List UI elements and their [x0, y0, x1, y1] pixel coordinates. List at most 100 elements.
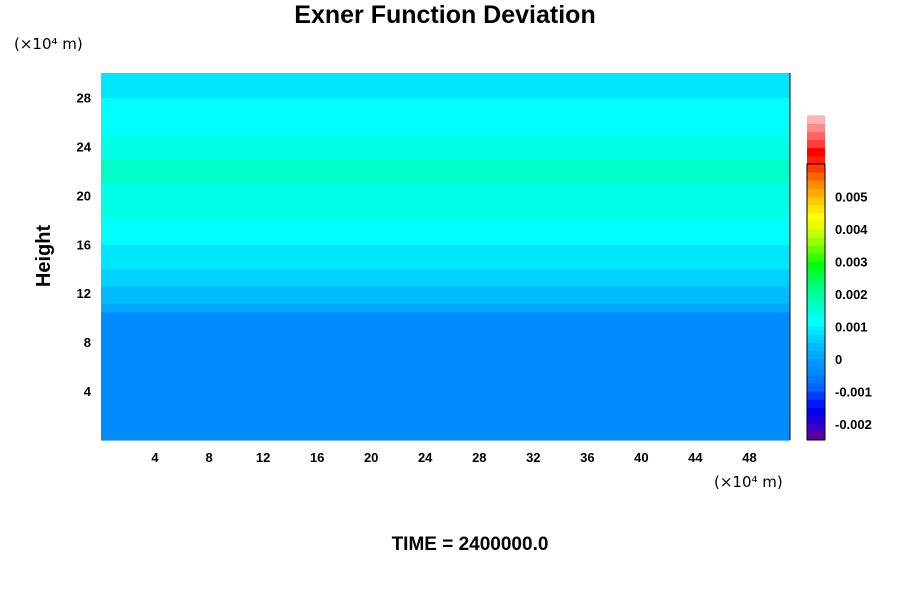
- field-band: [101, 285, 790, 294]
- field-band: [101, 170, 790, 184]
- colorbar-swatch: [807, 131, 825, 141]
- field-band: [101, 207, 790, 221]
- x-tick-label: 12: [256, 450, 270, 465]
- colorbar-swatch: [807, 147, 825, 157]
- colorbar-tick-label: 0: [835, 352, 842, 367]
- field-band: [101, 317, 790, 441]
- colorbar-swatch: [807, 237, 825, 246]
- colorbar-swatch: [807, 399, 825, 408]
- field-band: [101, 311, 790, 319]
- field-band: [101, 232, 790, 245]
- field-band: [101, 109, 790, 123]
- colorbar-swatch: [807, 245, 825, 254]
- colorbar-swatch: [807, 342, 825, 352]
- colorbar-tick-label: 0.002: [835, 287, 868, 302]
- plot-field: [101, 73, 790, 441]
- field-band: [101, 195, 790, 209]
- colorbar: [807, 115, 825, 441]
- colorbar-swatch: [807, 302, 825, 311]
- colorbar-swatch: [807, 204, 825, 214]
- x-tick-label: 20: [364, 450, 378, 465]
- colorbar-swatch: [807, 188, 825, 197]
- x-tick-label: 40: [634, 450, 648, 465]
- colorbar-tick-label: 0.004: [835, 222, 868, 237]
- colorbar-swatch: [807, 407, 825, 417]
- field-band: [101, 268, 790, 282]
- field-band: [101, 256, 790, 270]
- colorbar-swatch: [807, 196, 825, 205]
- colorbar-swatch: [807, 228, 825, 238]
- field-band: [101, 219, 790, 233]
- colorbar-swatch: [807, 253, 825, 262]
- colorbar-swatch: [807, 318, 825, 327]
- x-tick-label: 8: [205, 450, 212, 465]
- x-tick-label: 24: [418, 450, 433, 465]
- colorbar-swatch: [807, 375, 825, 384]
- x-tick-label: 48: [742, 450, 756, 465]
- colorbar-swatch: [807, 164, 825, 173]
- y-tick-label: 4: [84, 384, 92, 399]
- x-tick-label: 44: [688, 450, 703, 465]
- colorbar-tick-label: 0.005: [835, 190, 868, 205]
- y-tick-label: 20: [77, 188, 91, 203]
- colorbar-tick-label: 0.003: [835, 254, 868, 269]
- field-band: [101, 121, 790, 135]
- y-unit-label: (×10⁴ m): [14, 35, 83, 53]
- colorbar-swatch: [807, 115, 825, 124]
- field-band: [101, 134, 790, 147]
- x-tick-label: 32: [526, 450, 540, 465]
- y-tick-label: 8: [84, 335, 91, 350]
- colorbar-swatch: [807, 285, 825, 295]
- colorbar-swatch: [807, 310, 825, 319]
- y-tick-labels: 4 8 12 16 20 24 28: [77, 91, 92, 400]
- colorbar-tick-labels: -0.002 -0.001 0 0.001 0.002 0.003 0.004 0.005: [835, 190, 872, 432]
- y-tick-label: 12: [77, 286, 91, 301]
- x-unit-label: (×10⁴ m): [714, 473, 783, 491]
- colorbar-swatch: [807, 431, 825, 441]
- colorbar-tick-label: 0.001: [835, 319, 868, 334]
- colorbar-swatch: [807, 180, 825, 189]
- y-axis-title: Height: [33, 225, 55, 288]
- y-tick-label: 16: [77, 237, 91, 252]
- field-band: [101, 280, 790, 287]
- colorbar-swatch: [807, 383, 825, 392]
- colorbar-swatch: [807, 350, 825, 360]
- x-tick-label: 36: [580, 450, 594, 465]
- colorbar-swatch: [807, 423, 825, 433]
- chart-title: Exner Function Deviation: [294, 1, 595, 29]
- colorbar-swatch: [807, 155, 825, 165]
- x-tick-labels: 4 8 12 16 20 24 28 32 36 40 44 48: [151, 450, 756, 465]
- colorbar-swatch: [807, 139, 825, 149]
- x-tick-label: 28: [472, 450, 486, 465]
- colorbar-swatch: [807, 366, 825, 376]
- y-tick-label: 24: [77, 139, 92, 154]
- colorbar-swatch: [807, 269, 825, 279]
- colorbar-frame: [806, 163, 826, 441]
- colorbar-swatch: [807, 326, 825, 335]
- field-band: [101, 183, 790, 196]
- colorbar-swatch: [807, 172, 825, 181]
- colorbar-tick-label: -0.001: [835, 384, 872, 399]
- colorbar-swatch: [807, 123, 825, 132]
- y-tick-label: 28: [77, 91, 91, 106]
- colorbar-swatch: [807, 334, 825, 343]
- field-band: [101, 302, 790, 313]
- colorbar-swatch: [807, 415, 825, 425]
- x-tick-label: 4: [151, 450, 159, 465]
- field-band: [101, 146, 790, 160]
- colorbar-swatch: [807, 358, 825, 368]
- field-band: [101, 85, 790, 99]
- colorbar-swatch: [807, 220, 825, 230]
- colorbar-swatch: [807, 261, 825, 270]
- colorbar-tick-label: -0.002: [835, 417, 872, 432]
- colorbar-swatch: [807, 293, 825, 303]
- field-band: [101, 293, 790, 304]
- x-tick-label: 16: [310, 450, 324, 465]
- colorbar-swatch: [807, 277, 825, 287]
- field-band: [101, 158, 790, 172]
- field-band: [101, 244, 790, 258]
- colorbar-swatch: [807, 212, 825, 222]
- field-band: [101, 97, 790, 111]
- time-footer: TIME = 2400000.0: [392, 534, 549, 555]
